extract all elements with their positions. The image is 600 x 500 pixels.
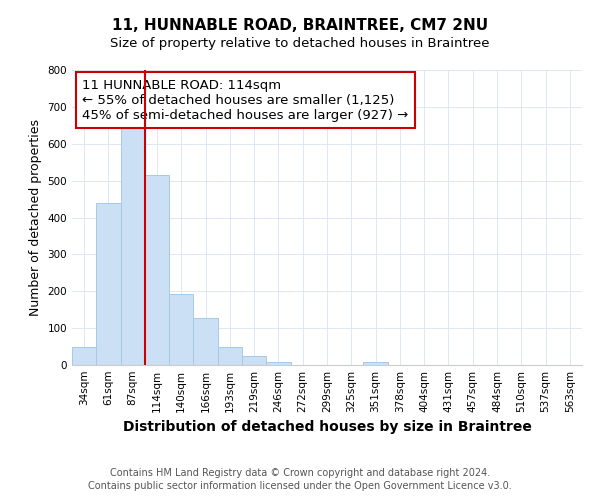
Bar [121,122,145,365]
Text: 11 HUNNABLE ROAD: 114sqm
← 55% of detached houses are smaller (1,125)
45% of sem: 11 HUNNABLE ROAD: 114sqm ← 55% of detach… [82,79,409,122]
Bar [96,203,121,365]
Text: Contains public sector information licensed under the Open Government Licence v3: Contains public sector information licen… [88,481,512,491]
Bar [242,356,266,365]
Y-axis label: Number of detached properties: Number of detached properties [29,119,42,316]
Text: 11, HUNNABLE ROAD, BRAINTREE, CM7 2NU: 11, HUNNABLE ROAD, BRAINTREE, CM7 2NU [112,18,488,32]
Text: Contains HM Land Registry data © Crown copyright and database right 2024.: Contains HM Land Registry data © Crown c… [110,468,490,477]
Text: Size of property relative to detached houses in Braintree: Size of property relative to detached ho… [110,38,490,51]
Bar [169,294,193,365]
Bar [364,362,388,365]
Bar [266,362,290,365]
X-axis label: Distribution of detached houses by size in Braintree: Distribution of detached houses by size … [122,420,532,434]
Bar [218,346,242,365]
Bar [145,175,169,365]
Bar [193,318,218,365]
Bar [72,346,96,365]
